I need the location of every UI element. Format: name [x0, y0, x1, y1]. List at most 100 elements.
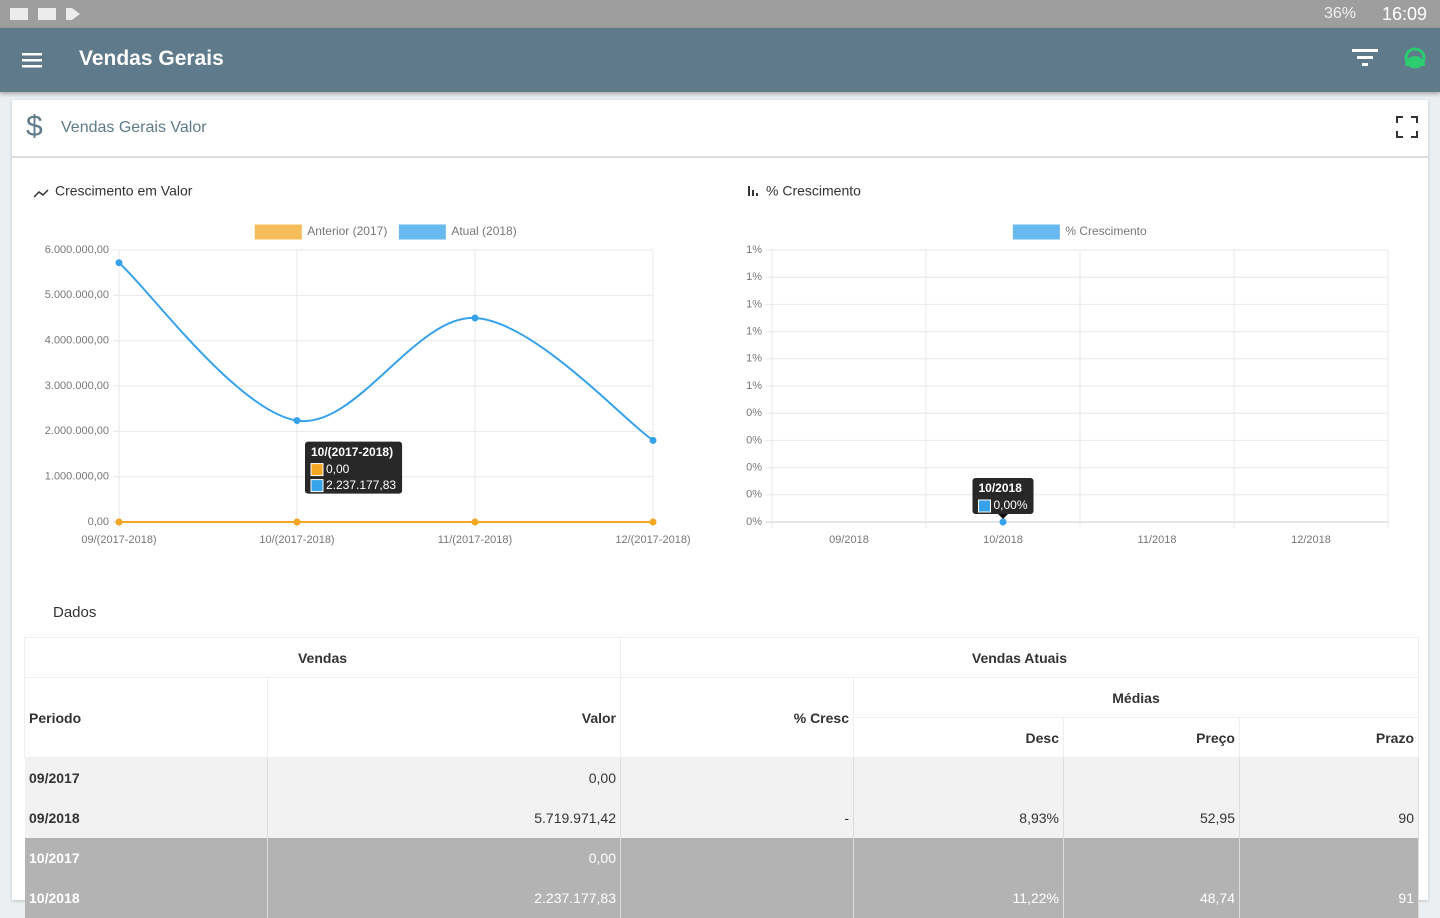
data-point [471, 314, 479, 322]
header-cell: Preço [1063, 717, 1240, 758]
data-point [293, 518, 301, 526]
cell [620, 877, 854, 918]
table-row: Desc Preço Prazo [25, 717, 1419, 758]
cell: - [620, 797, 854, 838]
menu-button[interactable] [22, 52, 42, 68]
y-tick-label: 4.000.000,00 [45, 335, 109, 347]
table-title: Dados [53, 604, 97, 621]
legend: Anterior (2017) Atual (2018) [254, 224, 517, 240]
data-point [999, 518, 1007, 526]
cell: 09/2018 [24, 797, 268, 838]
cell [853, 757, 1064, 798]
y-tick-label: 1% [746, 353, 762, 365]
legend-label: Atual (2018) [451, 224, 516, 238]
chart-title: % Crescimento [766, 183, 861, 199]
cell: 90 [1239, 797, 1419, 838]
header-cell: % Cresc [620, 677, 854, 758]
fullscreen-button[interactable] [1396, 116, 1418, 138]
cell: 0,00 [267, 757, 621, 798]
battery-level: 36% [1324, 5, 1357, 22]
cell: 52,95 [1063, 797, 1240, 838]
bar-icon [748, 186, 758, 196]
tooltip-line: 0,00% [993, 498, 1027, 512]
data-point [115, 518, 123, 526]
legend: % Crescimento [1012, 224, 1147, 240]
tooltip-swatch [310, 463, 324, 477]
charts: Crescimento em Valor % Crescimento 0,00 1… [33, 183, 1389, 546]
header-cell: Prazo [1239, 717, 1419, 758]
tooltip: 10/2018 0,00% [972, 478, 1034, 514]
y-tick-label: 0% [746, 516, 762, 528]
y-tick-label: 0% [746, 489, 762, 501]
cell: 48,74 [1063, 877, 1240, 918]
app-title: Vendas Gerais [79, 47, 224, 70]
x-tick-label: 10/2018 [983, 534, 1023, 546]
cell: 11,22% [853, 877, 1064, 918]
y-tick-label: 5.000.000,00 [45, 289, 109, 301]
tooltip-caret [998, 514, 1008, 519]
x-tick-label: 09/2018 [829, 534, 869, 546]
header-cell: Desc [853, 717, 1064, 758]
y-tick-label: 1.000.000,00 [45, 471, 109, 483]
chart-title: Crescimento em Valor [55, 183, 193, 199]
cell: 8,93% [853, 797, 1064, 838]
header-cell: Vendas [24, 637, 621, 678]
y-tick-label: 6.000.000,00 [45, 244, 109, 256]
filter-button[interactable] [1352, 48, 1378, 66]
app-bar: Vendas Gerais [0, 28, 1440, 92]
cell [1239, 757, 1419, 798]
x-tick-label: 11/(2017-2018) [438, 534, 512, 546]
account-button[interactable] [1402, 44, 1428, 70]
legend-swatch [254, 224, 302, 240]
tooltip-swatch [977, 499, 991, 513]
table-row: 10/2017 0,00 [24, 837, 1419, 878]
y-tick-label: 0% [746, 407, 762, 419]
cell [1063, 837, 1240, 878]
cell: 09/2017 [24, 757, 268, 798]
tooltip-box [305, 441, 403, 494]
tooltip-swatch [310, 479, 324, 493]
x-tick-label: 12/2018 [1291, 534, 1331, 546]
clock: 16:09 [1382, 4, 1428, 24]
tooltip-line: 0,00 [326, 462, 350, 476]
cell: 0,00 [267, 837, 621, 878]
cell [620, 837, 854, 878]
tooltip-title: 10/(2017-2018) [311, 445, 393, 459]
tooltip-title: 10/2018 [978, 481, 1022, 495]
y-tick-label: 0% [746, 462, 762, 474]
y-tick-label: 1% [746, 298, 762, 310]
tooltip: 10/(2017-2018) 0,00 2.237.177,83 [305, 441, 403, 494]
x-tick-label: 09/(2017-2018) [81, 534, 156, 546]
table-row: Periodo Valor% Cresc Médias [24, 677, 1419, 758]
y-tick-label: 0,00 [88, 516, 109, 528]
legend-label: Anterior (2017) [307, 224, 387, 238]
y-tick-label: 3.000.000,00 [45, 380, 109, 392]
header-cell: Periodo [24, 677, 268, 758]
cell: 2.237.177,83 [267, 877, 621, 918]
data-point [471, 518, 479, 526]
cell: 10/2018 [24, 877, 268, 918]
cell [620, 757, 854, 798]
cell: 91 [1239, 877, 1419, 918]
series-line [118, 261, 654, 442]
header-cell: Valor [267, 677, 621, 758]
data-point [649, 518, 657, 526]
x-tick-label: 10/(2017-2018) [259, 534, 334, 546]
card-header: $ Vendas Gerais Valor [12, 100, 1428, 158]
y-tick-label: 1% [746, 326, 762, 338]
y-tick-label: 1% [746, 380, 762, 392]
table-row: Vendas Vendas Atuais [24, 637, 1419, 678]
legend-label: % Crescimento [1065, 224, 1147, 238]
y-tick-label: 2.000.000,00 [45, 425, 109, 437]
status-bar: 36% 16:09 [0, 0, 1440, 28]
card-title: Vendas Gerais Valor [61, 119, 207, 136]
x-tick-label: 11/2018 [1138, 534, 1177, 546]
data-point [115, 259, 123, 267]
header-cell: Médias [853, 677, 1419, 718]
cell [853, 837, 1064, 878]
legend-swatch [398, 224, 446, 240]
table-row: 09/2018 5.719.971,42-8,93% 52,95 90 [24, 797, 1419, 838]
table-row: 10/2018 2.237.177,83 11,22% 48,74 91 [24, 877, 1419, 918]
